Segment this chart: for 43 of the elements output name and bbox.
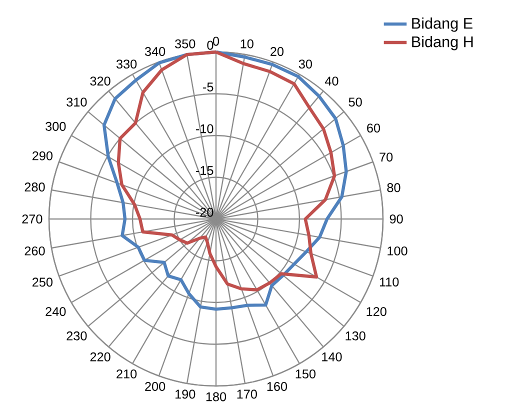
spoke-label: 170: [237, 390, 257, 399]
spoke-label: 10: [240, 39, 254, 48]
spoke-label: 200: [145, 382, 166, 391]
spoke-label: 70: [380, 152, 393, 162]
spoke-label: 300: [46, 122, 66, 131]
y-tick-label: -10: [196, 124, 214, 134]
spoke-label: 350: [175, 39, 196, 48]
spoke-label: 140: [322, 352, 342, 362]
spoke-label: 250: [32, 278, 53, 287]
spoke-label: 290: [32, 151, 53, 160]
spoke-label: 240: [46, 307, 66, 316]
spoke-label: 260: [24, 246, 45, 256]
y-tick-label: 0: [207, 40, 214, 50]
spoke-label: 20: [270, 47, 284, 56]
spoke-label: 320: [90, 76, 110, 86]
spoke-label: 90: [390, 214, 403, 224]
spoke-label: 60: [367, 124, 380, 133]
spoke-label: 210: [116, 369, 137, 378]
y-tick-label: -5: [203, 82, 214, 92]
spoke-label: 270: [22, 214, 42, 224]
spoke-label: 310: [66, 98, 87, 107]
spoke-label: 190: [176, 390, 196, 399]
spoke-label: 150: [296, 369, 316, 378]
spoke-label: 160: [267, 382, 288, 391]
spoke-label: 80: [387, 183, 400, 192]
spoke-label: 130: [346, 331, 366, 340]
y-tick-label: -15: [196, 166, 214, 175]
spoke-label: 30: [298, 60, 312, 69]
spoke-label: 50: [348, 98, 362, 107]
spoke-label: 100: [388, 246, 408, 256]
spoke-label: 230: [66, 331, 87, 340]
legend-label: Bidang H: [412, 36, 473, 50]
y-tick-label: -20: [196, 208, 214, 217]
spoke-label: 280: [24, 182, 45, 192]
spoke-label: 340: [144, 47, 166, 56]
spoke-label: 0: [212, 36, 220, 46]
spoke-label: 40: [324, 76, 338, 86]
spoke-label: 110: [380, 278, 399, 286]
spoke-label: 330: [116, 60, 137, 69]
spoke-label: 180: [206, 392, 226, 402]
spoke-label: 120: [366, 307, 386, 316]
legend-label: Bidang E: [412, 18, 472, 32]
spoke-label: 220: [90, 352, 110, 362]
